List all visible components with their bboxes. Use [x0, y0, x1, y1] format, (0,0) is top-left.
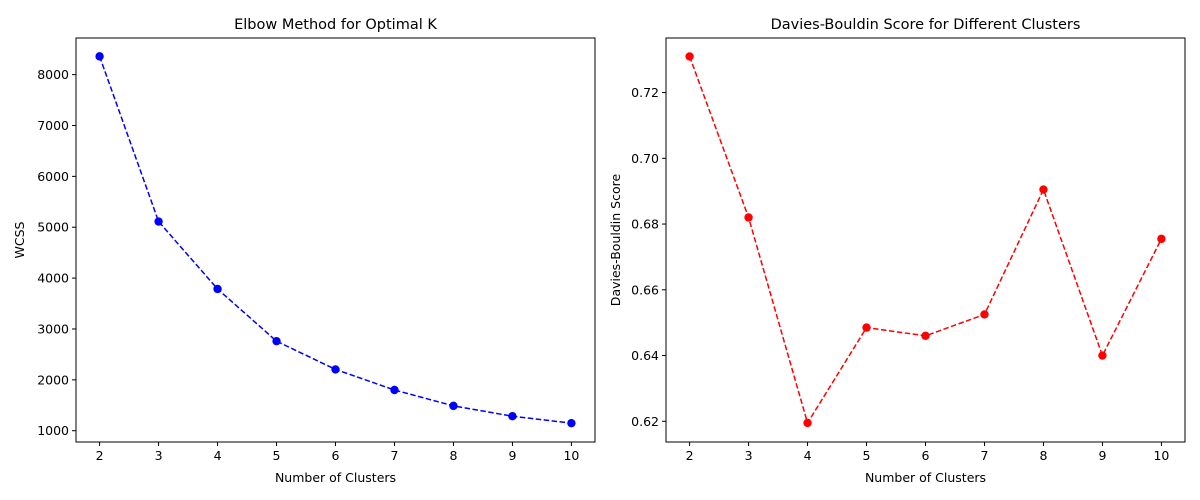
x-tick-label: 5: [863, 448, 871, 463]
x-tick-label: 3: [155, 448, 163, 463]
y-tick-label: 0.68: [631, 217, 659, 232]
data-point: [449, 401, 458, 411]
x-tick-label: 10: [1153, 448, 1169, 463]
x-ticks-wcss: 2 3 4 5 6 7 8 9 10: [96, 442, 579, 463]
x-tick-label: 6: [332, 448, 340, 463]
y-tick-label: 5000: [37, 220, 69, 235]
plot-area-wcss: [76, 38, 595, 442]
plot-frame-wcss: [75, 37, 596, 443]
x-tick-label: 4: [214, 448, 222, 463]
x-tick-label: 10: [563, 448, 579, 463]
chart-title-davies-bouldin: Davies-Bouldin Score for Different Clust…: [771, 17, 1081, 33]
data-point: [390, 385, 399, 395]
y-tick-label: 8000: [37, 67, 69, 82]
chart-title-wcss: Elbow Method for Optimal K: [234, 17, 437, 33]
data-point: [744, 213, 753, 222]
x-axis-label-davies-bouldin: Number of Clusters: [865, 470, 986, 485]
plot-area-davies-bouldin: [666, 38, 1185, 442]
x-tick-label: 9: [1098, 448, 1106, 463]
data-point: [803, 418, 812, 428]
y-axis-label-davies-bouldin: Davies-Bouldin Score: [608, 174, 623, 307]
data-point: [980, 310, 989, 319]
data-point: [862, 323, 871, 332]
x-tick-label: 2: [686, 448, 694, 463]
series-davies-bouldin: [685, 52, 1166, 428]
data-point: [921, 331, 930, 341]
x-tick-label: 3: [745, 448, 753, 463]
y-tick-label: 0.62: [631, 414, 659, 429]
x-tick-label: 5: [273, 448, 281, 463]
data-point: [685, 52, 694, 61]
x-tick-label: 7: [391, 448, 399, 463]
y-tick-label: 2000: [37, 372, 69, 387]
x-tick-label: 8: [1039, 448, 1047, 463]
y-tick-label: 0.70: [631, 151, 659, 166]
data-point: [272, 336, 281, 346]
y-tick-label: 0.72: [631, 85, 659, 100]
y-tick-label: 7000: [37, 118, 69, 133]
data-point: [95, 52, 104, 61]
y-tick-label: 4000: [37, 271, 69, 286]
data-point: [1157, 234, 1166, 244]
y-tick-label: 6000: [37, 169, 69, 184]
data-point: [331, 365, 340, 374]
data-point: [213, 284, 222, 294]
data-point: [508, 412, 517, 421]
y-ticks-davies-bouldin: 0.62 0.64 0.66 0.68 0.70 0.72: [631, 85, 666, 429]
series-wcss: [95, 52, 576, 428]
plot-frame-davies-bouldin: [665, 37, 1186, 443]
y-tick-label: 0.66: [631, 282, 659, 297]
x-tick-label: 8: [449, 448, 457, 463]
x-tick-label: 4: [804, 448, 812, 463]
data-point: [1039, 185, 1048, 194]
x-ticks-davies-bouldin: 2 3 4 5 6 7 8 9 10: [686, 442, 1169, 463]
y-ticks-wcss: 1000 2000 3000 4000 5000 6000 7000 8000: [37, 67, 76, 438]
chart-davies-bouldin: Davies-Bouldin Score for Different Clust…: [608, 17, 1186, 485]
y-tick-label: 0.64: [631, 348, 659, 363]
x-tick-label: 7: [981, 448, 989, 463]
x-tick-label: 2: [96, 448, 104, 463]
data-point: [1098, 351, 1107, 360]
y-tick-label: 3000: [37, 321, 69, 336]
x-tick-label: 9: [508, 448, 516, 463]
y-tick-label: 1000: [37, 423, 69, 438]
data-point: [154, 217, 163, 226]
x-tick-label: 6: [922, 448, 930, 463]
y-axis-label-wcss: WCSS: [12, 221, 27, 258]
data-point: [567, 418, 576, 428]
chart-wcss: Elbow Method for Optimal K Number of Clu…: [12, 17, 596, 485]
x-axis-label-wcss: Number of Clusters: [275, 470, 396, 485]
